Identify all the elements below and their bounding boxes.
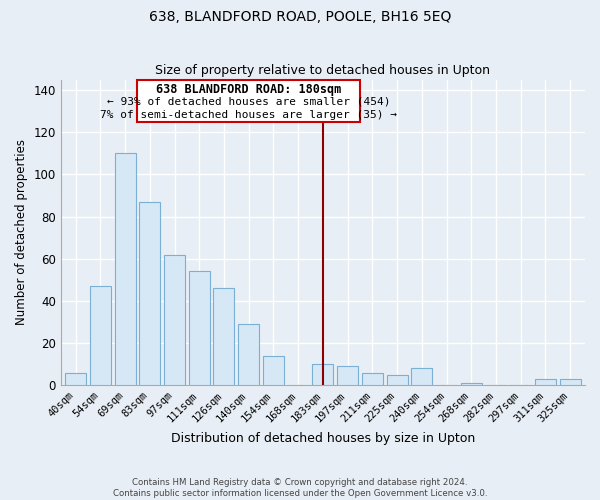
Y-axis label: Number of detached properties: Number of detached properties bbox=[15, 140, 28, 326]
Bar bbox=[65, 372, 86, 385]
Text: ← 93% of detached houses are smaller (454): ← 93% of detached houses are smaller (45… bbox=[107, 96, 391, 106]
Bar bbox=[115, 154, 136, 385]
Bar bbox=[214, 288, 235, 385]
Bar bbox=[535, 379, 556, 385]
Bar bbox=[139, 202, 160, 385]
Text: 7% of semi-detached houses are larger (35) →: 7% of semi-detached houses are larger (3… bbox=[100, 110, 397, 120]
Bar bbox=[189, 272, 210, 385]
Text: 638 BLANDFORD ROAD: 180sqm: 638 BLANDFORD ROAD: 180sqm bbox=[156, 82, 341, 96]
Bar bbox=[560, 379, 581, 385]
Bar bbox=[164, 254, 185, 385]
Text: 638, BLANDFORD ROAD, POOLE, BH16 5EQ: 638, BLANDFORD ROAD, POOLE, BH16 5EQ bbox=[149, 10, 451, 24]
Bar bbox=[313, 364, 334, 385]
Bar bbox=[337, 366, 358, 385]
Bar bbox=[386, 374, 407, 385]
Bar bbox=[238, 324, 259, 385]
Title: Size of property relative to detached houses in Upton: Size of property relative to detached ho… bbox=[155, 64, 490, 77]
Text: Contains HM Land Registry data © Crown copyright and database right 2024.
Contai: Contains HM Land Registry data © Crown c… bbox=[113, 478, 487, 498]
FancyBboxPatch shape bbox=[137, 80, 360, 122]
Bar bbox=[362, 372, 383, 385]
Bar bbox=[461, 383, 482, 385]
Bar bbox=[90, 286, 111, 385]
X-axis label: Distribution of detached houses by size in Upton: Distribution of detached houses by size … bbox=[171, 432, 475, 445]
Bar bbox=[263, 356, 284, 385]
Bar bbox=[411, 368, 433, 385]
